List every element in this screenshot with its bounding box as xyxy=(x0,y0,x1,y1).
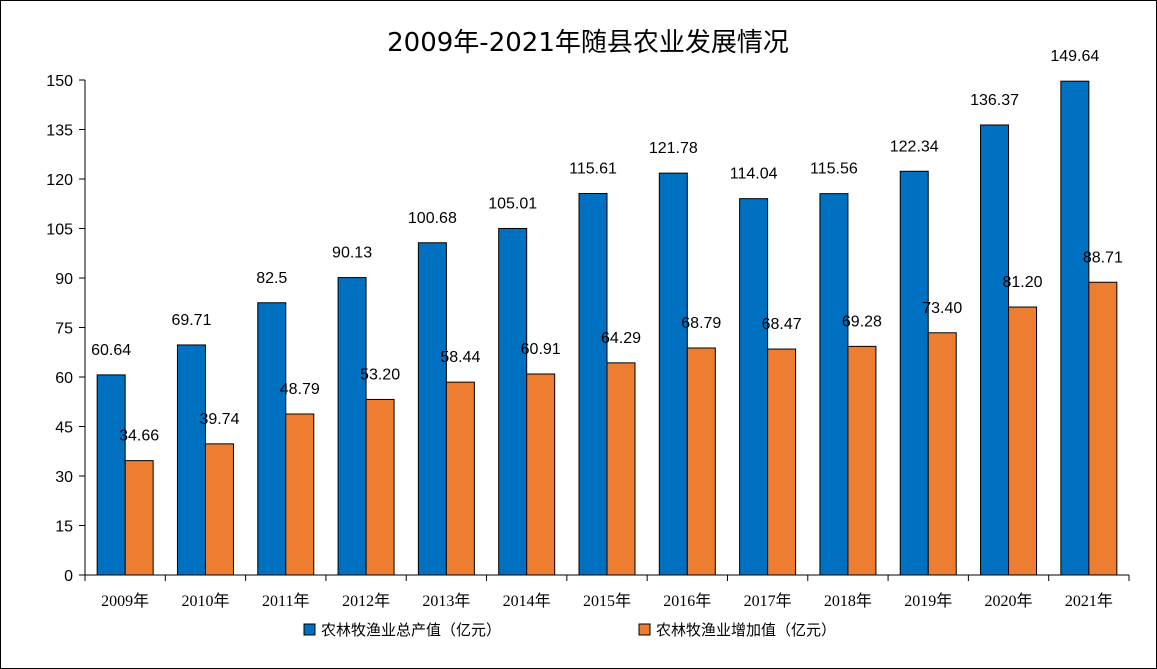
bar-added-value xyxy=(927,332,957,576)
x-tick-label: 2010年 xyxy=(181,592,229,610)
legend-label-total-output: 农林牧渔业总产值（亿元） xyxy=(321,621,501,639)
y-tick-label: 135 xyxy=(46,123,73,140)
data-label-total-output: 90.13 xyxy=(332,245,372,262)
data-label-added-value: 53.20 xyxy=(360,366,400,383)
data-label-total-output: 121.78 xyxy=(649,140,698,157)
bar-total-output xyxy=(257,302,287,576)
x-tick-label: 2016年 xyxy=(663,592,711,610)
data-label-added-value: 64.29 xyxy=(601,330,641,347)
data-label-total-output: 136.37 xyxy=(970,92,1019,109)
axes: 0 15 30 45 60 75 90 105 120 135 150 2009年 2010年 2011年… xyxy=(46,73,1130,610)
data-label-total-output: 149.64 xyxy=(1050,48,1099,65)
bar-added-value xyxy=(767,348,797,576)
bar-added-value xyxy=(606,362,636,576)
bar-total-output xyxy=(658,172,688,576)
y-tick-label: 105 xyxy=(46,222,73,239)
data-label-added-value: 34.66 xyxy=(119,428,159,445)
data-label-added-value: 58.44 xyxy=(440,349,480,366)
bar-total-output xyxy=(96,374,126,576)
data-label-total-output: 122.34 xyxy=(890,138,939,155)
x-tick-label: 2012年 xyxy=(342,592,390,610)
y-tick-label: 120 xyxy=(46,172,73,189)
bar-total-output xyxy=(899,170,929,576)
x-tick-label: 2018年 xyxy=(824,592,872,610)
bar-added-value xyxy=(1088,281,1118,576)
bar-total-output xyxy=(739,198,769,576)
bar-added-value xyxy=(124,460,154,576)
data-label-added-value: 73.40 xyxy=(922,300,962,317)
y-tick-label: 15 xyxy=(55,519,73,536)
data-label-total-output: 114.04 xyxy=(730,166,778,183)
bar-total-output xyxy=(578,192,608,576)
bar-added-value xyxy=(285,413,315,576)
x-tick-label: 2015年 xyxy=(583,592,631,610)
x-tick-label: 2019年 xyxy=(904,592,952,610)
bar-added-value xyxy=(204,443,234,576)
data-label-added-value: 88.71 xyxy=(1083,249,1123,266)
data-label-total-output: 60.64 xyxy=(91,342,131,359)
data-label-total-output: 82.5 xyxy=(256,270,287,287)
bar-total-output xyxy=(176,344,206,576)
bar-total-output xyxy=(980,124,1010,576)
bar-total-output xyxy=(417,242,447,576)
data-label-added-value: 68.79 xyxy=(681,315,721,332)
legend: 农林牧渔业总产值（亿元） 农林牧渔业增加值（亿元） xyxy=(303,621,836,639)
bar-added-value xyxy=(445,381,475,576)
data-label-added-value: 81.20 xyxy=(1003,274,1043,291)
bar-added-value xyxy=(365,398,395,576)
y-tick-label: 45 xyxy=(55,420,73,437)
bar-added-value xyxy=(526,373,556,576)
data-label-added-value: 68.47 xyxy=(762,316,802,333)
y-tick-label: 0 xyxy=(64,568,73,585)
data-label-added-value: 60.91 xyxy=(521,341,561,358)
data-label-total-output: 100.68 xyxy=(408,210,457,227)
bar-added-value xyxy=(847,345,877,576)
bar-total-output xyxy=(337,277,367,576)
bar-added-value xyxy=(1008,306,1038,576)
legend-swatch-added-value xyxy=(638,623,651,636)
y-tick-label: 75 xyxy=(55,321,73,338)
x-tick-label: 2011年 xyxy=(262,592,309,610)
legend-swatch-total-output xyxy=(303,623,316,636)
bars xyxy=(96,80,1118,576)
x-tick-label: 2014年 xyxy=(503,592,551,610)
bar-total-output xyxy=(498,227,528,576)
x-tick-label: 2009年 xyxy=(101,592,149,610)
data-label-total-output: 105.01 xyxy=(488,195,537,212)
data-label-total-output: 115.61 xyxy=(569,160,617,177)
x-tick-label: 2017年 xyxy=(744,592,792,610)
x-tick-label: 2020年 xyxy=(985,592,1033,610)
y-tick-label: 60 xyxy=(55,370,73,387)
x-tick-label: 2013年 xyxy=(422,592,470,610)
data-label-added-value: 39.74 xyxy=(199,411,239,428)
data-label-total-output: 69.71 xyxy=(171,312,211,329)
bar-total-output xyxy=(819,193,849,576)
data-label-total-output: 115.56 xyxy=(810,161,858,178)
y-tick-label: 90 xyxy=(55,271,73,288)
data-label-added-value: 48.79 xyxy=(280,381,320,398)
y-tick-label: 30 xyxy=(55,469,73,486)
legend-label-added-value: 农林牧渔业增加值（亿元） xyxy=(656,621,836,639)
data-labels: 60.64 69.71 82.5 90.13 100.68 105.01 115.61 121… xyxy=(91,48,1123,444)
bar-total-output xyxy=(1060,80,1090,576)
bar-added-value xyxy=(686,347,716,576)
x-tick-label: 2021年 xyxy=(1065,592,1113,610)
chart-title: 2009年-2021年随县农业发展情况 xyxy=(387,28,789,58)
data-label-added-value: 69.28 xyxy=(842,313,882,330)
y-tick-label: 150 xyxy=(46,73,73,90)
